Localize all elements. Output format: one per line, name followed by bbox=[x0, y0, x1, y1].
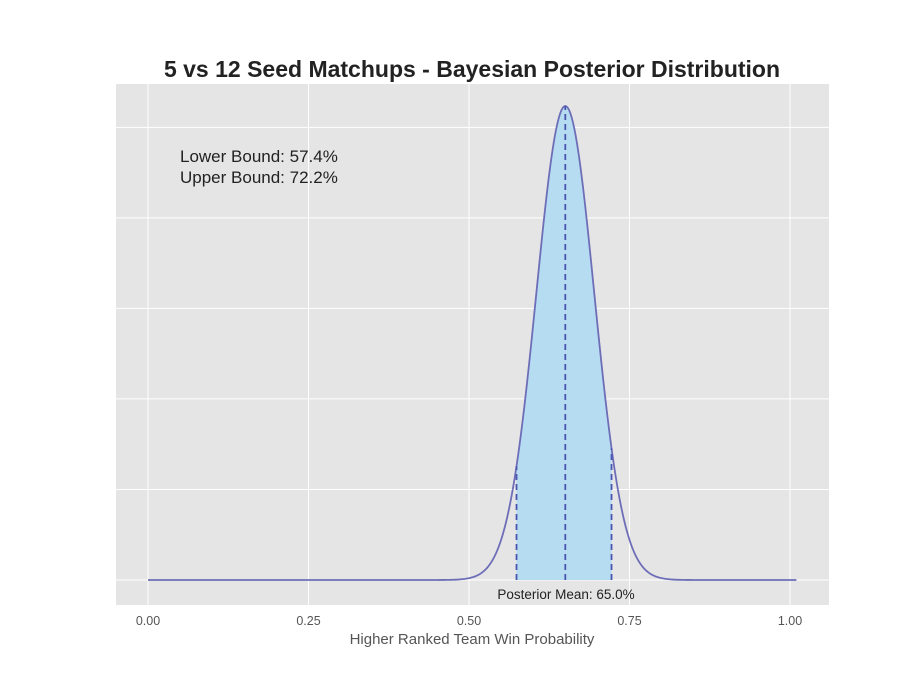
grid-lines bbox=[116, 84, 829, 605]
x-ticks: 0.00 0.25 0.50 0.75 1.00 bbox=[136, 614, 802, 628]
chart-title: 5 vs 12 Seed Matchups - Bayesian Posteri… bbox=[164, 56, 780, 82]
density-group bbox=[148, 105, 797, 581]
x-tick-label: 1.00 bbox=[778, 614, 802, 628]
x-tick-label: 0.50 bbox=[457, 614, 481, 628]
posterior-mean-label: Posterior Mean: 65.0% bbox=[497, 587, 634, 602]
x-tick-label: 0.25 bbox=[296, 614, 320, 628]
x-tick-label: 0.75 bbox=[617, 614, 641, 628]
upper-bound-label: Upper Bound: 72.2% bbox=[180, 168, 338, 187]
credible-interval-fill bbox=[516, 106, 612, 580]
plot-background bbox=[116, 84, 829, 605]
x-axis-label: Higher Ranked Team Win Probability bbox=[350, 631, 595, 648]
density-curve bbox=[148, 105, 797, 581]
lower-bound-label: Lower Bound: 57.4% bbox=[180, 147, 338, 166]
x-tick-label: 0.00 bbox=[136, 614, 160, 628]
